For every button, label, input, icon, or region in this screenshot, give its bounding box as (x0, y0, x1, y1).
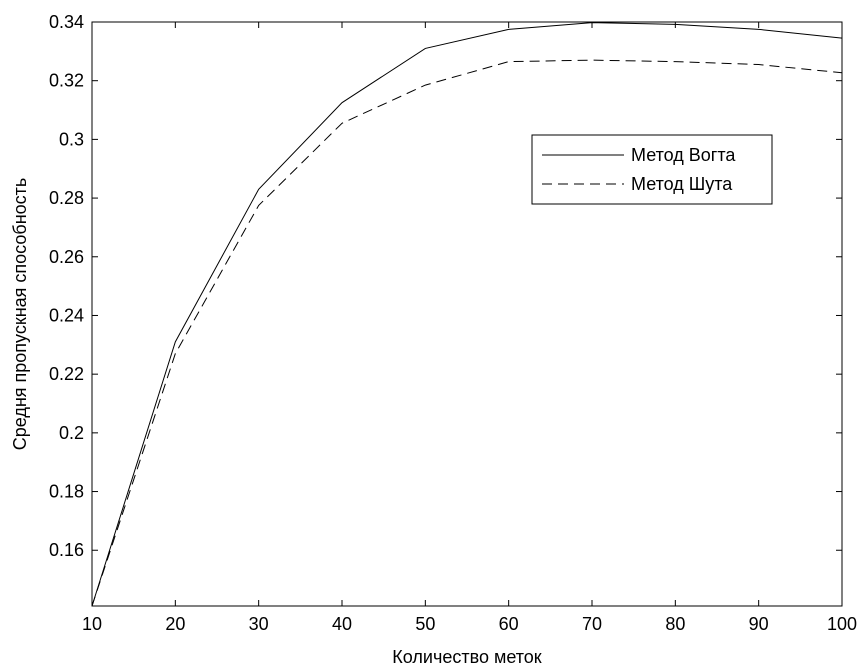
axis-ticks: 10 20 30 40 50 60 70 80 90 100 0.16 0.18 0.2 0.22 0.24… (49, 12, 857, 634)
y-tick-label: 0.16 (49, 540, 84, 560)
series-group (91, 22, 843, 607)
x-axis-label: Количество меток (392, 647, 542, 667)
legend-label-vogt: Метод Вогта (631, 145, 736, 165)
x-tick-label: 50 (415, 614, 435, 634)
x-tick-label: 90 (749, 614, 769, 634)
legend: Метод Вогта Метод Шута (531, 134, 773, 205)
y-tick-label: 0.2 (59, 423, 84, 443)
x-tick-label: 30 (249, 614, 269, 634)
y-tick-label: 0.24 (49, 305, 84, 325)
y-tick-label: 0.34 (49, 12, 84, 32)
y-tick-label: 0.22 (49, 364, 84, 384)
x-tick-label: 70 (582, 614, 602, 634)
y-tick-label: 0.28 (49, 188, 84, 208)
y-axis-label: Средня пропускная способность (10, 178, 30, 451)
x-tick-label: 60 (499, 614, 519, 634)
y-tick-label: 0.26 (49, 247, 84, 267)
x-tick-label: 100 (827, 614, 857, 634)
legend-box (531, 134, 773, 205)
y-tick-label: 0.3 (59, 129, 84, 149)
x-tick-label: 10 (82, 614, 102, 634)
series-line-vogt (91, 22, 843, 607)
y-tick-label: 0.32 (49, 71, 84, 91)
x-tick-label: 20 (165, 614, 185, 634)
legend-label-shut: Метод Шута (631, 174, 733, 194)
x-tick-label: 40 (332, 614, 352, 634)
plot-area (91, 21, 843, 607)
x-tick-label: 80 (665, 614, 685, 634)
y-tick-label: 0.18 (49, 482, 84, 502)
